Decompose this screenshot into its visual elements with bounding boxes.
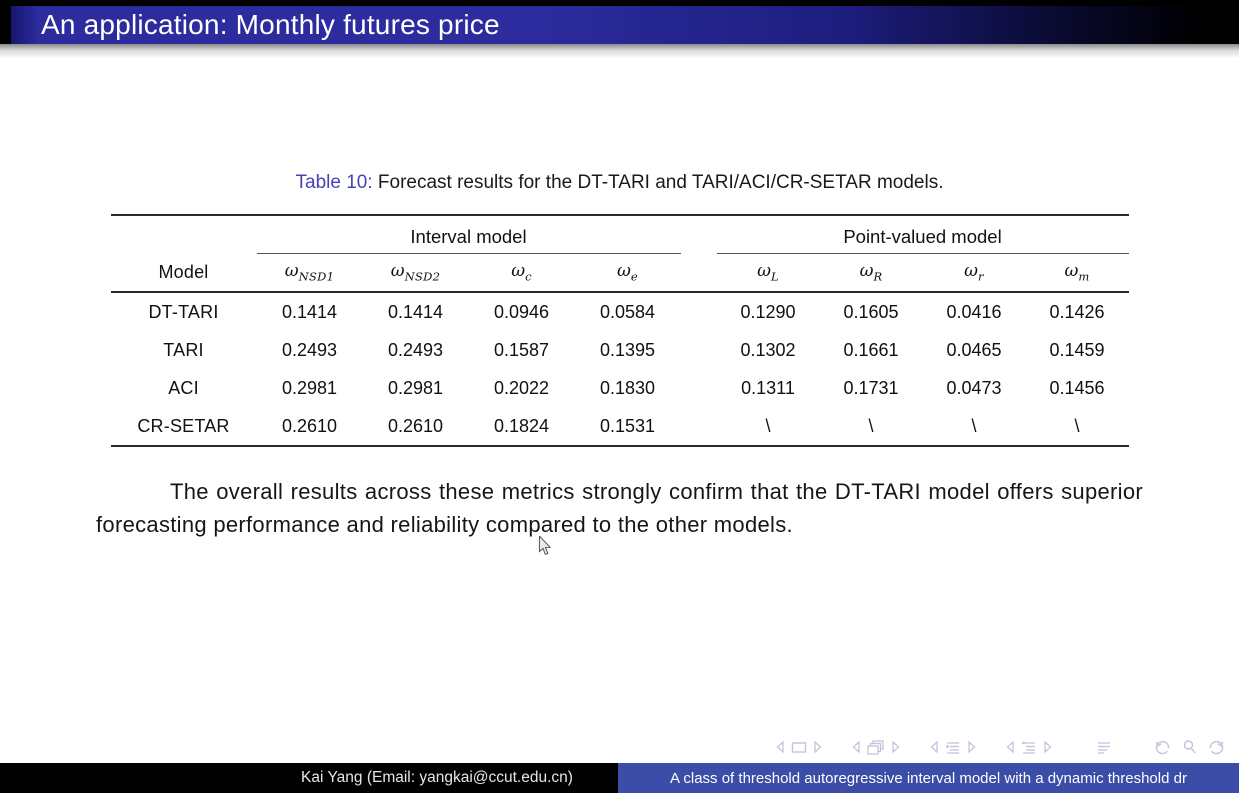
next-subsection-icon[interactable] (968, 741, 976, 753)
footer-author: Kai Yang (Email: yangkai@ccut.edu.cn) (0, 763, 618, 793)
table-cell: 0.0584 (599, 301, 656, 322)
table-cell: 0.1459 (1049, 339, 1105, 360)
table-cell: \ (868, 415, 874, 436)
results-table: Interval model Point-valued model Model … (110, 214, 1129, 447)
table-cell: 0.1605 (843, 301, 899, 322)
frame-title-bar: An application: Monthly futures price (0, 0, 1239, 44)
table-cell: 0.1661 (843, 339, 899, 360)
conclusion-paragraph: The overall results across these metrics… (96, 479, 1143, 537)
table-row: ACI 0.2981 0.2981 0.2022 0.1830 0.1311 0… (111, 369, 1129, 407)
table-cell: 0.1531 (599, 415, 656, 436)
table-bottom-rule (110, 445, 1129, 447)
slide-title: An application: Monthly futures price (41, 9, 500, 40)
table-cell: 0.1830 (599, 377, 656, 398)
table-caption-text: Forecast results for the DT-TARI and TAR… (377, 172, 944, 193)
table-cell: 0.1395 (599, 339, 656, 360)
prev-frame-icon[interactable] (852, 741, 860, 753)
redo-icon[interactable] (1207, 739, 1225, 755)
table-cell: 0.1456 (1049, 377, 1105, 398)
column-header-model: Model (158, 262, 209, 282)
group-header-point-valued: Point-valued model (716, 216, 1129, 254)
undo-icon[interactable] (1154, 739, 1172, 755)
omega-L-header: ωL (757, 261, 779, 284)
row-label-dt-tari: DT-TARI (148, 301, 219, 322)
table-cell: 0.2610 (281, 415, 338, 436)
table-caption: Table 10: Forecast results for the DT-TA… (0, 172, 1239, 194)
table-column-header-row: Model ωNSD1 ωNSD2 ωc ωe ωL ωR ωr ωm (111, 254, 1129, 291)
table-cell: 0.0416 (946, 301, 1002, 322)
table-cell: 0.1414 (387, 301, 444, 322)
next-slide-icon[interactable] (814, 741, 822, 753)
omega-c-header: ωc (511, 261, 532, 284)
table-cell: 0.2981 (281, 377, 338, 398)
table-cell: \ (765, 415, 771, 436)
table-row: DT-TARI 0.1414 0.1414 0.0946 0.0584 0.12… (111, 293, 1129, 331)
table-cell: 0.2493 (281, 339, 338, 360)
slide-icon[interactable] (791, 741, 807, 754)
table-cell: 0.1731 (843, 377, 899, 398)
table-top-rule (110, 214, 1129, 216)
table-cell: 0.1302 (740, 339, 796, 360)
table-cell: \ (971, 415, 977, 436)
table-cell: \ (1074, 415, 1080, 436)
mouse-cursor (538, 536, 552, 555)
beamer-navigation-bar (776, 739, 1225, 755)
omega-nsd2-header: ωNSD2 (390, 261, 441, 284)
prev-subsection-icon[interactable] (930, 741, 938, 753)
omega-m-header: ωm (1064, 261, 1090, 284)
omega-nsd1-header: ωNSD1 (284, 261, 335, 284)
table-cell: 0.0946 (493, 301, 550, 322)
table-cell: 0.2493 (387, 339, 444, 360)
frame-title-background: An application: Monthly futures price (11, 6, 1239, 44)
omega-r-header: ωr (964, 261, 984, 284)
table-cell: 0.0473 (946, 377, 1002, 398)
row-label-tari: TARI (163, 339, 204, 360)
table-cell: 0.1824 (493, 415, 550, 436)
next-section-icon[interactable] (1044, 741, 1052, 753)
table-cell: 0.1426 (1049, 301, 1105, 322)
table-caption-label: Table 10: (295, 172, 373, 193)
section-icon[interactable] (1021, 741, 1037, 754)
table-cell: 0.1587 (493, 339, 550, 360)
table-cell: 0.2610 (387, 415, 444, 436)
omega-e-header: ωe (617, 261, 638, 284)
frames-icon[interactable] (867, 739, 885, 755)
footline: Kai Yang (Email: yangkai@ccut.edu.cn) A … (0, 763, 1239, 793)
row-label-cr-setar: CR-SETAR (137, 415, 230, 436)
table-header-rule (110, 291, 1129, 293)
prev-slide-icon[interactable] (776, 741, 784, 753)
table-row: TARI 0.2493 0.2493 0.1587 0.1395 0.1302 … (111, 331, 1129, 369)
row-label-aci: ACI (168, 377, 199, 398)
table-cell: 0.2022 (493, 377, 550, 398)
table-row: CR-SETAR 0.2610 0.2610 0.1824 0.1531 \ \… (111, 407, 1129, 445)
prev-section-icon[interactable] (1006, 741, 1014, 753)
group-header-interval: Interval model (256, 216, 681, 254)
next-frame-icon[interactable] (892, 741, 900, 753)
search-icon[interactable] (1182, 739, 1197, 755)
table-cell: 0.0465 (946, 339, 1002, 360)
subsection-icon[interactable] (945, 741, 961, 754)
title-bar-shadow (0, 44, 1239, 58)
table-cell: 0.2981 (387, 377, 444, 398)
footer-paper-title: A class of threshold autoregressive inte… (618, 763, 1239, 793)
omega-R-header: ωR (859, 261, 883, 284)
table-group-header-row: Interval model Point-valued model (111, 216, 1129, 254)
table-cell: 0.1414 (281, 301, 338, 322)
table-cell: 0.1311 (741, 377, 795, 398)
table-cell: 0.1290 (740, 301, 796, 322)
appendix-icon[interactable] (1096, 741, 1112, 754)
